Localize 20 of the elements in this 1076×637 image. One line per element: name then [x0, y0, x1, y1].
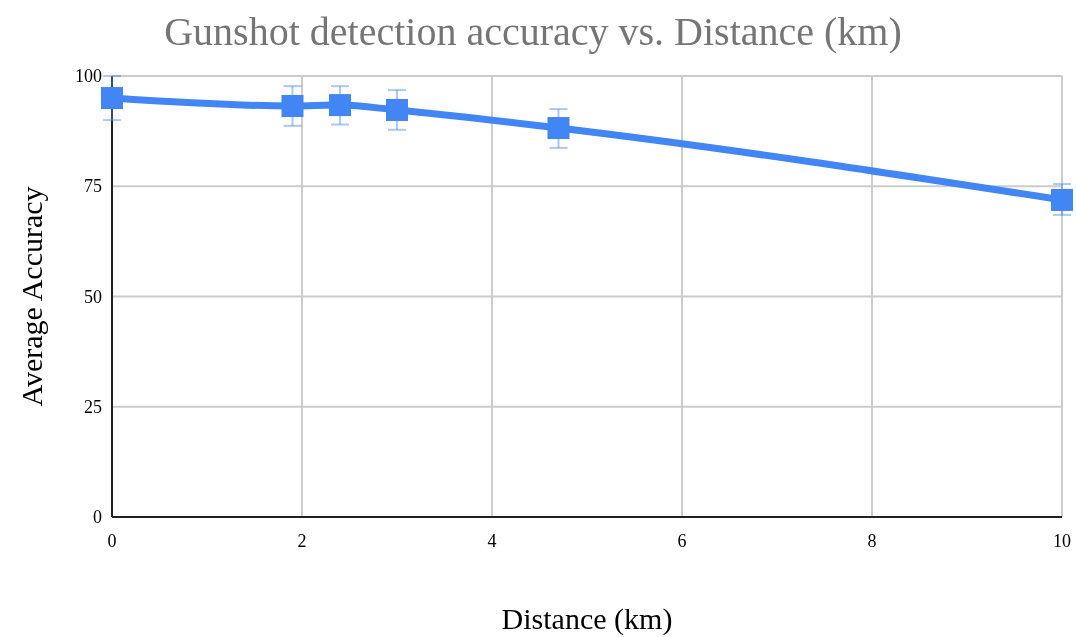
point [281, 94, 304, 117]
y-tick-label: 25 [84, 396, 102, 417]
y-tick-label: 100 [75, 66, 102, 86]
x-tick-label: 4 [487, 531, 497, 551]
point [1051, 188, 1073, 211]
x-tick-label: 8 [867, 531, 877, 551]
x-axis-title: Distance (km) [501, 602, 673, 636]
point [386, 98, 408, 121]
y-axis-title: Average Accuracy [15, 186, 48, 407]
x-tick-label: 10 [1053, 531, 1071, 551]
y-tick-label: 0 [93, 507, 102, 527]
point [101, 87, 123, 110]
x-tick-label: 6 [677, 531, 687, 551]
y-tick-label: 50 [84, 286, 102, 307]
point [329, 94, 351, 117]
chart-title: Gunshot detection accuracy vs. Distance (km) [164, 9, 902, 54]
x-tick-label: 0 [107, 531, 117, 551]
point [547, 117, 570, 140]
x-tick-label: 2 [297, 531, 307, 551]
y-tick-label: 75 [84, 176, 102, 197]
